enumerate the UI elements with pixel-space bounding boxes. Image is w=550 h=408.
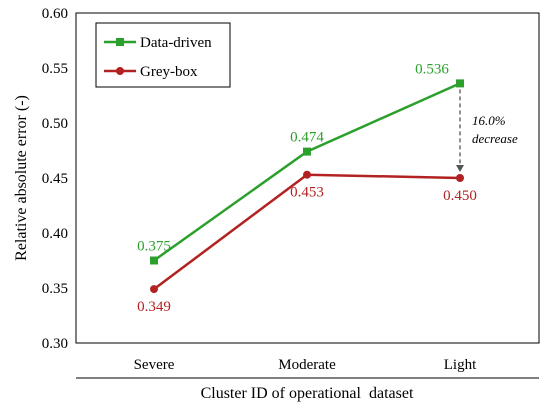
data-label-data-driven: 0.536 <box>415 61 449 77</box>
decrease-percent: 16.0% <box>472 113 506 128</box>
data-point-data-driven <box>303 147 311 156</box>
data-label-grey-box: 0.453 <box>290 185 324 201</box>
legend-marker-data-driven <box>116 38 124 46</box>
legend-box <box>95 22 231 88</box>
decrease-arrow-head <box>456 165 464 172</box>
legend: Data-driven Grey-box <box>95 22 231 88</box>
y-tick-label: 0.35 <box>42 281 68 297</box>
x-axis-title: Cluster ID of operational dataset <box>201 385 414 402</box>
y-tick-label: 0.30 <box>42 336 68 352</box>
data-label-grey-box: 0.349 <box>137 299 171 315</box>
y-tick-label: 0.60 <box>42 6 68 22</box>
x-tick-label: Severe <box>134 357 175 373</box>
decrease-annotation: 16.0% decrease <box>456 89 518 172</box>
plot-frame <box>75 12 540 344</box>
y-tick-label: 0.40 <box>42 226 68 242</box>
decrease-label: decrease <box>472 131 518 146</box>
data-label-grey-box: 0.450 <box>443 188 477 204</box>
x-axis-ticks: Severe Moderate Light <box>134 357 477 373</box>
data-point-grey-box <box>303 170 311 179</box>
y-tick-label: 0.45 <box>42 171 68 187</box>
x-tick-label: Light <box>444 357 477 373</box>
data-label-data-driven: 0.375 <box>137 239 171 255</box>
data-point-data-driven <box>456 79 464 88</box>
series-layer: 0.375 0.474 0.536 0.349 0.453 0.450 <box>137 61 477 315</box>
y-tick-label: 0.50 <box>42 116 68 132</box>
y-axis-title: Relative absolute error (-) <box>13 95 30 261</box>
data-point-grey-box <box>150 285 158 294</box>
data-point-data-driven <box>150 256 158 265</box>
y-tick-label: 0.55 <box>42 61 68 77</box>
legend-label-grey-box: Grey-box <box>140 64 198 80</box>
data-label-data-driven: 0.474 <box>290 130 324 146</box>
y-axis-ticks: 0.30 0.35 0.40 0.45 0.50 0.55 0.60 <box>42 6 68 352</box>
legend-label-data-driven: Data-driven <box>140 35 212 51</box>
x-tick-label: Moderate <box>278 357 336 373</box>
legend-marker-grey-box <box>116 67 124 75</box>
data-point-grey-box <box>456 174 464 182</box>
